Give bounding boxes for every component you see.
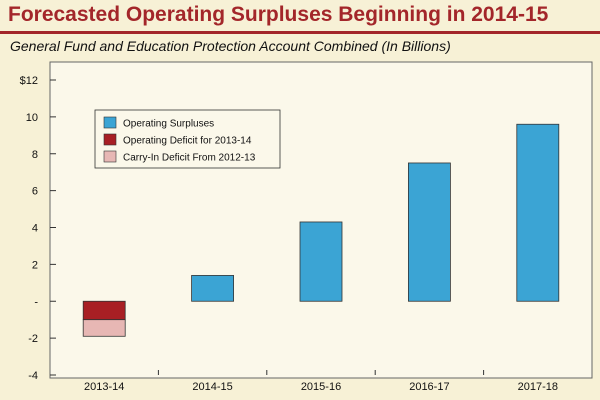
y-tick-label: 10 (26, 112, 38, 124)
y-axis: $12 10 8 6 4 2 - -2 -4 (20, 75, 56, 382)
legend-swatch (103, 116, 117, 129)
chart-subtitle: General Fund and Education Protection Ac… (10, 38, 451, 54)
legend: Operating Surpluses Operating Deficit for… (94, 109, 281, 169)
title-divider (0, 31, 600, 34)
y-tick-label: - (34, 296, 38, 308)
y-tick-label: 8 (32, 149, 38, 161)
bar-2017-18-surplus (516, 123, 560, 302)
legend-swatch (103, 150, 117, 163)
x-tick-label: 2013-14 (84, 381, 124, 393)
x-tick-label: 2015-16 (301, 381, 341, 393)
chart-title: Forecasted Operating Surpluses Beginning… (8, 3, 549, 26)
plot-area (49, 61, 593, 379)
x-tick-label: 2017-18 (518, 381, 558, 393)
x-axis: 2013-14 2014-15 2015-16 2016-17 2017-18 (84, 370, 558, 393)
legend-swatch (103, 133, 117, 146)
legend-label: Operating Surpluses (123, 119, 214, 130)
y-tick-label: -2 (28, 333, 38, 345)
y-tick-label: -4 (28, 370, 38, 382)
x-tick-label: 2014-15 (192, 381, 232, 393)
legend-box (94, 109, 281, 169)
bar-2016-17-surplus (407, 162, 451, 302)
x-tick-label: 2016-17 (409, 381, 449, 393)
y-tick-label: 4 (32, 223, 38, 235)
y-tick-label: $12 (20, 75, 38, 87)
bar-2013-14-carry-in-deficit (82, 319, 126, 337)
y-tick-label: 2 (32, 259, 38, 271)
legend-label: Operating Deficit for 2013-14 (123, 136, 252, 147)
y-tick-label: 6 (32, 186, 38, 198)
legend-label: Carry-In Deficit From 2012-13 (123, 153, 256, 164)
bar-2014-15-surplus (191, 275, 235, 302)
bars (82, 123, 560, 337)
bar-2015-16-surplus (299, 221, 343, 302)
bar-2013-14-operating-deficit (82, 300, 126, 321)
